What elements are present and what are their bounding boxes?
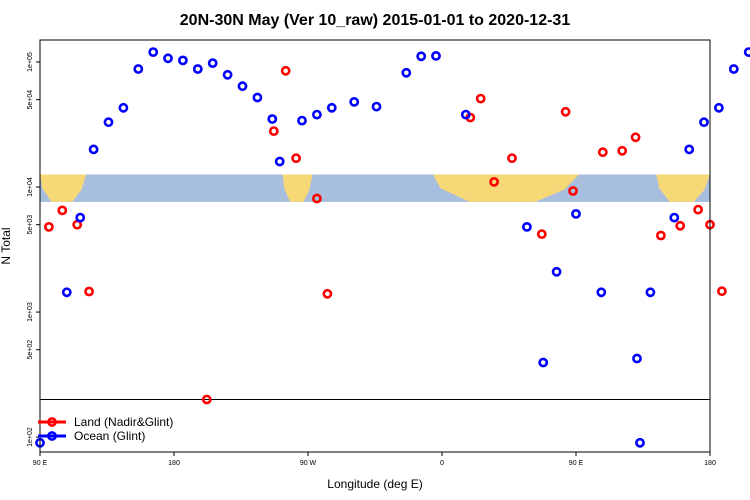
ocean-point-8	[163, 53, 173, 64]
ocean-point-25	[460, 109, 471, 120]
land-point-5	[268, 126, 279, 137]
ocean-point-29	[571, 208, 581, 219]
land-point-12	[489, 176, 499, 187]
ocean-point-17	[297, 115, 307, 126]
ocean-point-12	[222, 69, 233, 80]
ocean-point-16	[274, 156, 285, 167]
land-point-0	[44, 221, 54, 232]
legend-land-marker	[47, 417, 57, 427]
x-tick-label-1: 180	[168, 460, 180, 467]
land-arabia	[501, 174, 539, 202]
land-point-22	[693, 204, 703, 215]
ocean-point-21	[371, 101, 382, 112]
land-point-16	[568, 186, 578, 196]
chart-title: 20N-30N May (Ver 10_raw) 2015-01-01 to 2…	[180, 12, 571, 29]
ocean-point-9	[177, 55, 188, 66]
ocean-point-28	[551, 266, 562, 277]
y-tick-label-5: 5e+04	[27, 90, 34, 110]
ocean-point-14	[252, 92, 263, 103]
x-tick-label-2: 90 W	[300, 460, 317, 467]
x-tick-label-4: 90 E	[569, 460, 584, 467]
x-axis: 90 E 180 90 W 0 90 E 180	[33, 452, 716, 467]
land-point-19	[630, 132, 641, 143]
x-tick-label-0: 90 E	[33, 460, 48, 467]
data-points	[35, 47, 750, 448]
y-tick-label-2: 1e+03	[27, 302, 34, 322]
land-point-11	[475, 93, 486, 104]
land-asia-left	[40, 174, 87, 202]
world-map-strip	[40, 174, 710, 202]
ocean-point-22	[401, 67, 412, 78]
y-axis-label: N Total	[0, 227, 13, 264]
ocean-point-6	[133, 64, 144, 74]
y-tick-label-0: 1e+02	[27, 427, 34, 447]
land-point-18	[617, 145, 628, 156]
land-point-13	[507, 153, 517, 164]
land-point-7	[291, 153, 301, 164]
land-point-4	[201, 394, 212, 405]
ocean-point-30	[596, 287, 607, 298]
y-tick-label-6: 1e+05	[27, 52, 34, 72]
ocean-point-24	[431, 51, 441, 61]
ocean-point-33	[645, 287, 656, 298]
map-ocean-band	[40, 174, 710, 202]
ocean-point-2	[75, 212, 86, 223]
land-point-3	[84, 286, 94, 297]
ocean-point-19	[326, 102, 337, 113]
land-point-20	[656, 230, 666, 241]
ocean-point-23	[416, 51, 427, 62]
ocean-point-39	[743, 47, 750, 57]
legend: Land (Nadir&Glint)Ocean (Glint)	[38, 415, 173, 443]
plot-area-frame	[39, 39, 711, 453]
land-point-6	[280, 65, 291, 76]
ocean-point-38	[728, 64, 739, 74]
land-point-8	[311, 193, 322, 204]
ocean-point-32	[635, 437, 645, 448]
ocean-point-35	[684, 144, 695, 155]
land-asia-right	[656, 174, 710, 202]
x-tick-label-5: 180	[704, 460, 716, 467]
land-americas	[282, 174, 313, 202]
land-point-14	[536, 229, 547, 239]
ocean-point-5	[118, 102, 129, 113]
land-point-24	[717, 286, 727, 297]
legend-land-label: Land (Nadir&Glint)	[74, 415, 173, 429]
y-tick-label-4: 1e+04	[27, 177, 34, 197]
ocean-point-15	[267, 114, 278, 124]
land-point-21	[675, 220, 686, 231]
x-tick-label-3: 0	[440, 460, 444, 467]
ocean-point-11	[207, 58, 218, 68]
ocean-point-13	[237, 81, 248, 92]
ocean-point-7	[148, 47, 159, 57]
x-axis-label: Longitude (deg E)	[327, 477, 422, 491]
ocean-point-26	[522, 221, 532, 232]
land-point-9	[322, 288, 333, 299]
ocean-point-20	[349, 97, 360, 107]
ocean-point-31	[632, 353, 642, 364]
legend-ocean-label: Ocean (Glint)	[74, 429, 145, 443]
y-tick-label-1: 5e+02	[27, 340, 34, 360]
ocean-point-4	[103, 117, 114, 128]
ocean-point-3	[88, 144, 99, 155]
land-point-17	[597, 147, 608, 158]
legend-ocean-marker	[47, 431, 57, 441]
ocean-point-34	[669, 212, 680, 223]
land-point-15	[560, 106, 571, 117]
ocean-point-37	[714, 102, 724, 113]
ocean-point-10	[192, 64, 203, 74]
ocean-point-1	[61, 287, 72, 298]
ocean-point-27	[538, 357, 549, 368]
land-point-1	[57, 205, 68, 216]
ocean-point-18	[311, 109, 322, 120]
ocean-point-36	[699, 117, 709, 128]
y-tick-label-3: 5e+03	[27, 215, 34, 235]
